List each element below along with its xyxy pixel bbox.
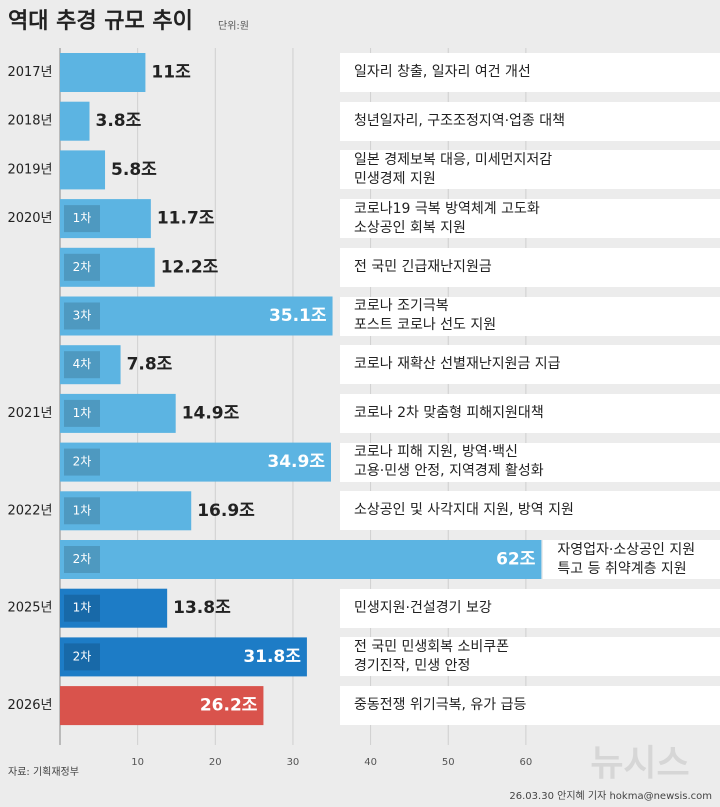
- x-tick-label: 50: [442, 757, 455, 768]
- round-label: 2차: [73, 552, 92, 566]
- bar: [60, 247, 155, 287]
- y-tick-label: 2021년: [7, 406, 52, 421]
- x-tick-label: 20: [209, 757, 222, 768]
- y-tick-label: 2025년: [7, 601, 52, 616]
- round-label: 1차: [73, 406, 92, 420]
- round-label: 2차: [73, 649, 92, 663]
- description: 코로나 2차 맞춤형 피해지원대책: [340, 393, 720, 433]
- description: 코로나 피해 지원, 방역·백신 고용·민생 안정, 지역경제 활성화: [340, 442, 720, 482]
- bar: [60, 345, 121, 385]
- description: 소상공인 및 사각지대 지원, 방역 지원: [340, 491, 720, 531]
- value-label: 13.8조: [173, 598, 231, 618]
- bar: [60, 637, 307, 677]
- value-label: 16.9조: [197, 501, 255, 521]
- value-label: 7.8조: [127, 355, 173, 375]
- round-label: 1차: [73, 211, 92, 225]
- chart-title: 역대 추경 규모 추이: [8, 9, 193, 34]
- round-badge: [64, 351, 100, 379]
- source: 자료: 기획재정부: [8, 766, 79, 778]
- value-label: 14.9조: [182, 403, 240, 423]
- description: 코로나 재확산 선별재난지원금 지급: [340, 345, 720, 385]
- round-badge: [64, 253, 100, 281]
- watermark: 뉴시스: [590, 743, 689, 784]
- x-tick-label: 10: [131, 757, 144, 768]
- description: 일본 경제보복 대응, 미세먼지저감 민생경제 지원: [340, 150, 720, 190]
- description: 일자리 창출, 일자리 여건 개선: [340, 53, 720, 92]
- round-label: 3차: [73, 309, 92, 323]
- unit-label: 단위:원: [218, 19, 249, 32]
- value-label: 5.8조: [111, 160, 157, 180]
- credit: 26.03.30 안지혜 기자 hokma@newsis.com: [509, 790, 712, 802]
- description: 민생지원·건설경기 보강: [340, 588, 720, 628]
- bar: [60, 491, 192, 531]
- value-label: 3.8조: [96, 111, 142, 131]
- y-tick-label: 2022년: [7, 503, 52, 518]
- bar: [60, 540, 542, 579]
- x-tick-label: 40: [364, 757, 377, 768]
- round-badge: [64, 594, 100, 622]
- value-label: 62조: [496, 550, 536, 570]
- value-label: 11.7조: [157, 209, 215, 229]
- y-tick-label: 2026년: [7, 698, 52, 713]
- bar: [60, 393, 176, 433]
- description: 전 국민 긴급재난지원금: [340, 247, 720, 287]
- value-label: 35.1조: [269, 306, 327, 326]
- round-label: 2차: [73, 455, 92, 469]
- value-label: 12.2조: [161, 257, 219, 277]
- y-tick-label: 2018년: [7, 114, 52, 129]
- description: 코로나 조기극복 포스트 코로나 선도 지원: [340, 296, 720, 336]
- value-label: 11조: [151, 63, 191, 83]
- bar: [60, 53, 146, 92]
- description: 전 국민 민생회복 소비쿠폰 경기진작, 민생 안정: [340, 637, 720, 677]
- description: 청년일자리, 구조조정지역·업종 대책: [340, 101, 720, 141]
- description: 코로나19 극복 방역체계 고도화 소상공인 회복 지원: [340, 199, 720, 239]
- bar: [60, 101, 90, 141]
- round-badge: [64, 643, 100, 671]
- round-badge: [64, 302, 100, 330]
- x-tick-label: 60: [520, 757, 533, 768]
- round-badge: [64, 205, 100, 233]
- round-badge: [64, 546, 100, 573]
- bar: [60, 199, 151, 239]
- y-tick-label: 2017년: [7, 65, 52, 80]
- value-label: 31.8조: [243, 647, 301, 667]
- x-tick-label: 30: [287, 757, 300, 768]
- bar: [60, 588, 168, 628]
- round-label: 2차: [73, 260, 92, 274]
- round-badge: [64, 448, 100, 476]
- y-tick-label: 2019년: [7, 162, 52, 177]
- bar: [60, 442, 331, 482]
- value-label: 26.2조: [200, 696, 258, 716]
- round-label: 1차: [73, 503, 92, 517]
- round-label: 1차: [73, 601, 92, 615]
- description: 중동전쟁 위기극복, 유가 급등: [340, 686, 720, 726]
- value-label: 34.9조: [267, 452, 325, 472]
- round-badge: [64, 399, 100, 427]
- round-badge: [64, 497, 100, 525]
- description: 자영업자·소상공인 지원 특고 등 취약계층 지원: [543, 540, 720, 579]
- y-tick-label: 2020년: [7, 211, 52, 226]
- bar: [60, 150, 106, 190]
- bar: [60, 686, 264, 726]
- round-label: 4차: [73, 357, 92, 371]
- bar: [60, 296, 333, 336]
